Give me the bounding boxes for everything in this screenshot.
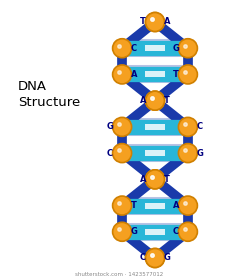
- Text: T: T: [131, 201, 137, 210]
- Text: A: A: [164, 17, 170, 27]
- Circle shape: [145, 249, 164, 267]
- Circle shape: [178, 222, 197, 241]
- Text: shutterstock.com · 1423577012: shutterstock.com · 1423577012: [75, 272, 163, 277]
- Text: A: A: [140, 96, 146, 105]
- Text: A: A: [140, 175, 146, 184]
- Text: C: C: [197, 122, 203, 131]
- Circle shape: [113, 222, 132, 241]
- Text: T: T: [164, 96, 170, 105]
- Text: A: A: [173, 201, 179, 210]
- Text: A: A: [131, 70, 137, 79]
- Circle shape: [145, 91, 164, 110]
- Text: G: G: [107, 122, 114, 131]
- Text: G: G: [164, 253, 170, 263]
- Circle shape: [145, 13, 164, 32]
- Text: C: C: [173, 227, 179, 236]
- Circle shape: [113, 117, 132, 136]
- Text: C: C: [140, 253, 146, 263]
- Circle shape: [113, 196, 132, 215]
- Circle shape: [145, 170, 164, 189]
- Circle shape: [178, 117, 197, 136]
- Circle shape: [145, 13, 164, 32]
- Text: G: G: [197, 149, 203, 158]
- Circle shape: [178, 65, 197, 84]
- Circle shape: [178, 39, 197, 58]
- Text: T: T: [164, 175, 170, 184]
- Text: DNA
Structure: DNA Structure: [18, 81, 80, 109]
- Text: C: C: [131, 44, 137, 53]
- Circle shape: [145, 91, 164, 110]
- Circle shape: [178, 196, 197, 215]
- Circle shape: [145, 249, 164, 267]
- Text: C: C: [107, 149, 113, 158]
- Circle shape: [113, 65, 132, 84]
- Text: T: T: [173, 70, 179, 79]
- Circle shape: [113, 144, 132, 163]
- Text: G: G: [173, 44, 179, 53]
- Circle shape: [145, 170, 164, 189]
- Circle shape: [178, 144, 197, 163]
- Circle shape: [113, 39, 132, 58]
- Text: G: G: [131, 227, 138, 236]
- Text: T: T: [140, 17, 146, 27]
